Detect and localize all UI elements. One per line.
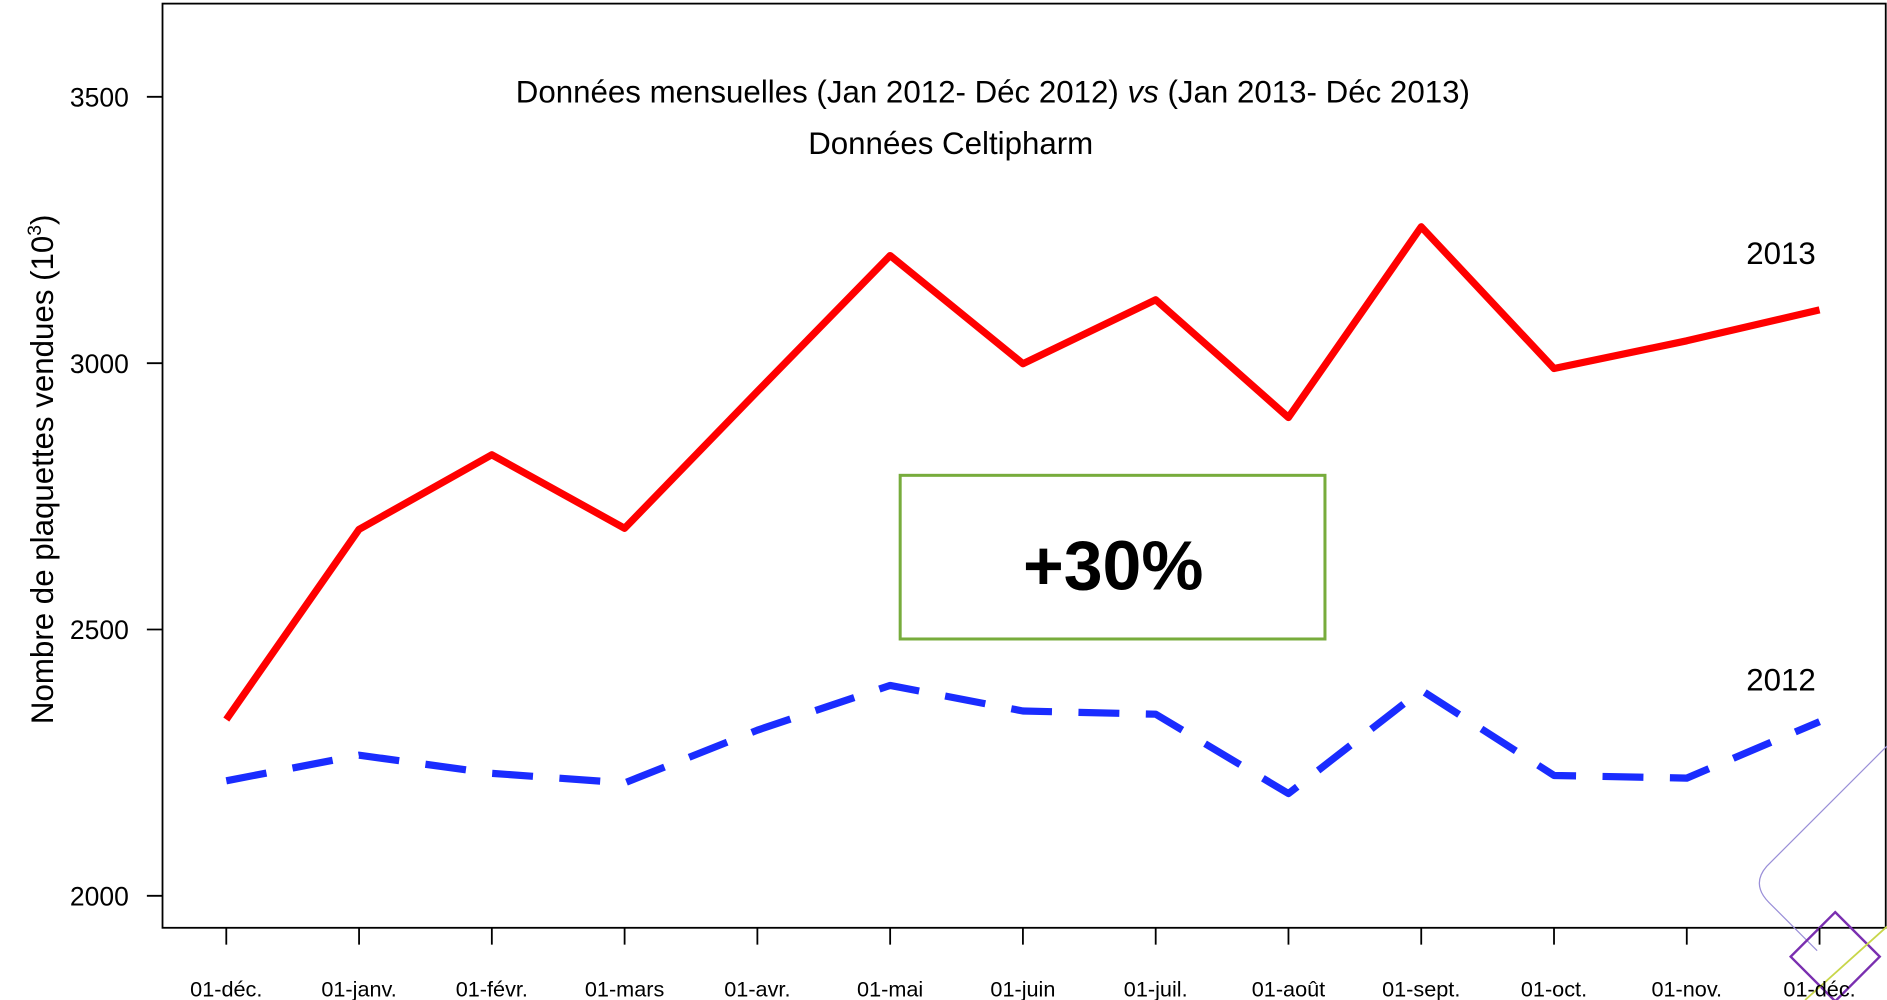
y-axis-label: Nombre de plaquettes vendues (103) [25, 215, 60, 725]
corner-decoration [1758, 745, 1887, 1000]
x-tick-label: 01-nov. [1651, 976, 1722, 1000]
title-part: Données mensuelles (Jan 2012- Déc 2012) [516, 74, 1128, 109]
x-tick-label: 01-avr. [724, 976, 790, 1000]
x-tick-label: 01-janv. [321, 976, 396, 1000]
y-tick-label: 3000 [70, 349, 129, 379]
x-tick-label: 01-déc. [1783, 976, 1855, 1000]
y-tick-label: 2000 [70, 881, 129, 911]
x-tick-label: 01-mai [857, 976, 923, 1000]
annotation: +30% [1023, 527, 1203, 605]
y-label-part: Nombre de plaquettes vendues (10 [25, 236, 60, 724]
plot-frame [161, 2, 1887, 929]
x-tick-label: 01-août [1252, 976, 1325, 1000]
chart-title: Données mensuelles (Jan 2012- Déc 2012) … [516, 74, 1470, 109]
annotation-box [898, 473, 1327, 641]
series-label: 2013 [1746, 236, 1816, 271]
series-label: 2012 [1746, 662, 1816, 697]
x-tick-label: 01-juil. [1124, 976, 1188, 1000]
x-tick-label: 01-déc. [190, 976, 262, 1000]
y-tick-label: 3500 [70, 82, 129, 112]
title-part: (Jan 2013- Déc 2013) [1159, 74, 1470, 109]
y-label-part: ) [25, 215, 60, 225]
y-tick-label: 2500 [70, 615, 129, 645]
title-part: vs [1128, 74, 1159, 109]
x-tick-label: 01-juin [990, 976, 1055, 1000]
y-label-part: 3 [25, 225, 46, 236]
x-tick-label: 01-mars [585, 976, 665, 1000]
x-tick-label: 01-sept. [1382, 976, 1460, 1000]
series-line [223, 223, 1821, 722]
chart-subtitle: Données Celtipharm [808, 126, 1093, 161]
series-line [225, 681, 1821, 798]
x-tick-label: 01-févr. [456, 976, 528, 1000]
x-tick-label: 01-oct. [1521, 976, 1587, 1000]
